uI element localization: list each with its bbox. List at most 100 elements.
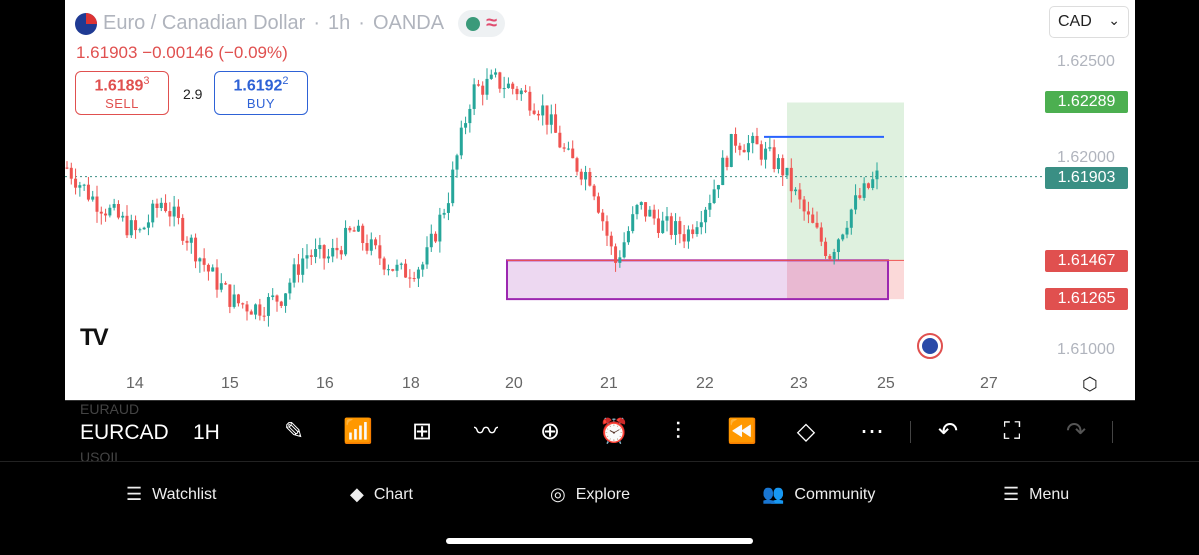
candle-body <box>656 218 660 233</box>
candle-body <box>759 144 763 160</box>
nav-watchlist[interactable]: ☰ Watchlist <box>126 484 216 505</box>
chart-area[interactable]: Euro / Canadian Dollar · 1h · OANDA ≈ 1.… <box>65 0 1135 400</box>
spread-value: 2.9 <box>183 86 203 102</box>
candle-body <box>704 209 708 223</box>
market-status-pill[interactable]: ≈ <box>458 10 506 37</box>
toolbar-divider <box>1112 421 1113 443</box>
candle-body <box>631 214 635 232</box>
candle-body <box>318 245 322 250</box>
candle-body <box>764 148 768 160</box>
alert-clock-icon[interactable]: ⏰ <box>599 418 629 445</box>
candle-body <box>455 155 459 170</box>
menu-icon: ☰ <box>1003 484 1020 504</box>
candle-body <box>309 255 313 257</box>
candle-body <box>524 90 528 92</box>
candle-type-icon[interactable]: ⫶ <box>675 418 681 445</box>
candle-body <box>811 214 815 223</box>
candle-body <box>644 202 648 217</box>
candle-body <box>314 249 318 257</box>
candle-body <box>678 221 682 235</box>
candle-body <box>866 183 870 188</box>
candle-body <box>626 231 630 243</box>
layouts-grid-icon[interactable]: ⊞ <box>411 418 433 445</box>
candle-body <box>639 202 643 206</box>
candle-body <box>772 147 776 169</box>
date-label: 27 <box>980 375 998 392</box>
tradingview-logo: TV <box>80 324 109 351</box>
candle-body <box>301 258 305 275</box>
indicators-icon[interactable]: 📶 <box>343 418 373 445</box>
candle-body <box>635 205 639 215</box>
candle-body <box>228 284 232 307</box>
demand-zone <box>506 259 889 301</box>
fullscreen-icon[interactable]: ⛶ <box>1003 418 1021 445</box>
candle-body <box>185 240 189 243</box>
candle-body <box>845 227 849 235</box>
candle-body <box>515 88 519 95</box>
candle-body <box>746 143 750 153</box>
nav-explore[interactable]: ◎ Explore <box>550 484 630 505</box>
community-icon: 👥 <box>762 484 785 504</box>
price-label: 1.62500 <box>1057 53 1115 70</box>
more-options-icon[interactable]: ⋯ <box>860 418 884 445</box>
layers-icon[interactable]: ◇ <box>796 418 816 445</box>
candle-body <box>451 169 455 204</box>
candlestick-chart[interactable] <box>65 0 1135 400</box>
date-label: 20 <box>505 375 523 392</box>
euro-event-icon[interactable] <box>917 333 943 359</box>
buy-label: BUY <box>246 96 276 112</box>
candle-body <box>65 167 69 169</box>
candle-body <box>802 199 806 212</box>
candle-body <box>566 148 570 150</box>
drawing-pen-icon[interactable]: ✎ <box>283 418 305 445</box>
buy-button[interactable]: 1.61922 BUY <box>214 71 308 115</box>
candle-body <box>699 222 703 228</box>
candle-body <box>695 227 699 235</box>
candle-body <box>438 214 442 242</box>
candle-body <box>245 304 249 312</box>
candle-body <box>416 269 420 279</box>
candle-body <box>352 230 356 232</box>
buy-price-pip: 2 <box>282 75 289 87</box>
entry-price-tag: 1.61467 <box>1045 250 1128 272</box>
redo-icon[interactable]: ↷ <box>1065 418 1087 445</box>
candle-body <box>708 202 712 210</box>
symbol-header[interactable]: Euro / Canadian Dollar · 1h · OANDA ≈ <box>75 10 506 37</box>
candle-body <box>579 171 583 180</box>
sell-button[interactable]: 1.61893 SELL <box>75 71 169 115</box>
nav-menu[interactable]: ☰ Menu <box>1003 484 1069 505</box>
replay-icon[interactable]: ⏪ <box>727 418 757 445</box>
candle-body <box>528 91 532 111</box>
candle-body <box>82 184 86 186</box>
candle-body <box>511 83 515 89</box>
candle-body <box>789 167 793 192</box>
timeframe-button[interactable]: 1H <box>193 421 220 444</box>
add-icon[interactable]: ⊕ <box>539 418 561 445</box>
currency-select-value: CAD <box>1058 13 1092 30</box>
date-label: 14 <box>126 375 144 392</box>
candle-body <box>254 304 258 315</box>
chart-icon: ◆ <box>350 484 364 504</box>
undo-icon[interactable]: ↶ <box>937 418 959 445</box>
interval-label: 1h <box>328 12 351 34</box>
nav-chart[interactable]: ◆ Chart <box>350 484 413 505</box>
candle-body <box>781 158 785 176</box>
symbol-button[interactable]: EURCAD <box>80 421 169 444</box>
candle-body <box>159 202 163 209</box>
candle-body <box>532 110 536 114</box>
symbol-title: Euro / Canadian Dollar <box>103 12 306 34</box>
candle-body <box>554 114 558 133</box>
candle-body <box>125 215 129 236</box>
chart-settings-icon[interactable]: ⬡ <box>1082 374 1098 394</box>
candle-body <box>378 245 382 259</box>
candle-body <box>69 167 73 179</box>
nav-community[interactable]: 👥 Community <box>762 484 875 505</box>
candle-body <box>241 303 245 305</box>
candle-body <box>506 83 510 89</box>
compare-icon[interactable]: 〰 <box>474 418 498 445</box>
price-quote: 1.61903 −0.00146 (−0.09%) <box>76 43 288 63</box>
ghost-symbol: EURAUD <box>80 401 140 417</box>
candle-body <box>545 105 549 125</box>
currency-select[interactable]: CAD ⌄ <box>1049 6 1129 38</box>
nav-explore-label: Explore <box>575 485 630 503</box>
